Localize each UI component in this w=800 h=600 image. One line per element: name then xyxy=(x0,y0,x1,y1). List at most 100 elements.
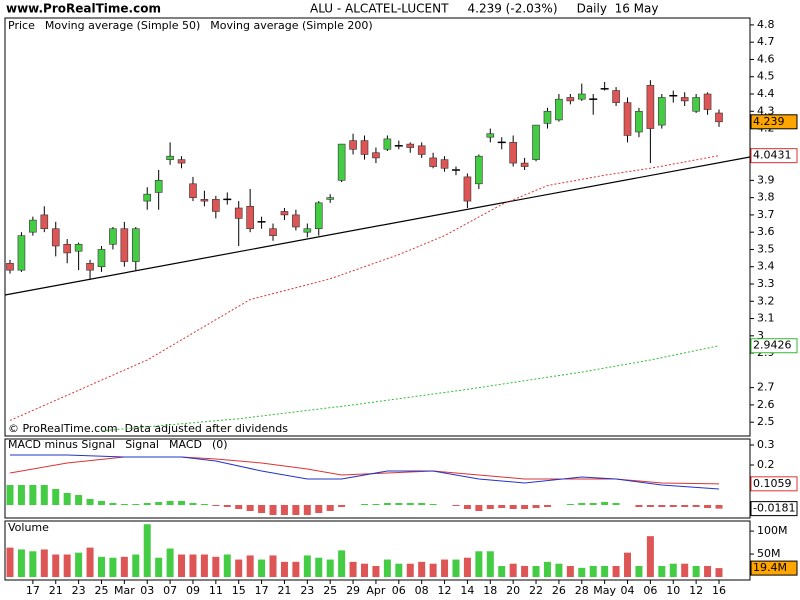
volume-bar xyxy=(566,565,574,577)
candle-body xyxy=(715,112,723,123)
y-tick-label: 3.9 xyxy=(757,173,775,186)
y-tick-label: 4.5 xyxy=(757,70,775,83)
x-tick-label: 16 xyxy=(712,584,726,597)
x-tick-label: 28 xyxy=(575,584,589,597)
histogram-bar xyxy=(383,503,391,505)
ma-value-box xyxy=(750,148,798,164)
candle-body xyxy=(97,249,106,268)
histogram-bar xyxy=(86,499,94,505)
candle-body xyxy=(154,180,163,193)
x-tick-label: 06 xyxy=(643,584,657,597)
volume-bar xyxy=(52,554,60,577)
volume-bar xyxy=(589,565,597,577)
x-tick-label: 18 xyxy=(483,584,497,597)
y-tick-label: 3.6 xyxy=(757,225,775,238)
volume-bar xyxy=(109,557,117,577)
candle-body xyxy=(658,97,666,126)
x-tick-label: 08 xyxy=(415,584,429,597)
histogram-bar xyxy=(498,505,506,508)
y-tick-label: 3.4 xyxy=(757,260,775,273)
candle-body xyxy=(86,262,94,271)
candle-body xyxy=(166,155,174,160)
x-tick-label: Mar xyxy=(114,584,135,597)
volume-bar xyxy=(29,551,37,577)
candle-body xyxy=(337,143,346,181)
x-tick-label: 12 xyxy=(689,584,703,597)
histogram-bar xyxy=(97,501,105,505)
volume-bar xyxy=(498,565,506,577)
x-tick-label: 25 xyxy=(94,584,108,597)
candle-body xyxy=(692,97,700,112)
volume-bar xyxy=(486,551,494,577)
volume-bar xyxy=(97,556,105,577)
histogram-bar xyxy=(715,505,723,509)
candle-body xyxy=(246,205,254,230)
candle-body xyxy=(566,97,575,102)
histogram-bar xyxy=(646,505,654,507)
x-tick-label: 07 xyxy=(163,584,177,597)
volume-bar xyxy=(578,567,586,577)
x-tick-label: 17 xyxy=(255,584,269,597)
volume-bar xyxy=(372,565,380,577)
candle-body xyxy=(177,159,186,164)
candle-body xyxy=(429,157,437,167)
y-tick-label: 3 xyxy=(757,329,764,342)
y-tick-label: 2.5 xyxy=(757,415,775,428)
volume-bar xyxy=(280,561,288,577)
histogram-bar xyxy=(200,504,208,505)
volume-bar xyxy=(17,549,25,577)
volume-bar xyxy=(418,561,426,577)
candle-body xyxy=(623,102,632,136)
x-tick-label: Apr xyxy=(366,584,386,597)
candle-body xyxy=(74,243,83,252)
volume-bar xyxy=(361,563,368,577)
volume-bar xyxy=(235,559,243,577)
candle-body xyxy=(532,124,540,160)
histogram-bar xyxy=(635,505,643,507)
volume-bar xyxy=(143,524,151,577)
histogram-bar xyxy=(372,504,380,505)
candle-body xyxy=(383,138,392,150)
volume-bar xyxy=(692,565,700,577)
histogram-value: -0.0181 xyxy=(753,502,795,515)
x-tick-label: May xyxy=(593,584,616,597)
chart-title: ALU - ALCATEL-LUCENT 4.239 (-2.03%) Dail… xyxy=(310,2,658,16)
candle-body xyxy=(360,140,369,155)
volume-bar xyxy=(212,556,220,577)
volume-bar xyxy=(646,536,654,577)
x-tick-label: 29 xyxy=(346,584,360,597)
y-tick-label: 4.7 xyxy=(757,35,775,48)
x-tick-label: 03 xyxy=(140,584,154,597)
legend-item: (0) xyxy=(212,438,228,451)
volume-bar xyxy=(383,559,391,577)
histogram-bar xyxy=(601,502,609,505)
candle-body xyxy=(612,90,620,103)
x-tick-label: 11 xyxy=(209,584,223,597)
candle-body xyxy=(577,93,586,100)
candle-body xyxy=(349,140,357,150)
macd-panel xyxy=(4,438,751,519)
histogram-bar xyxy=(29,485,37,505)
x-tick-label: 21 xyxy=(49,584,63,597)
x-tick-label: 12 xyxy=(438,584,452,597)
y-tick-label: 3.3 xyxy=(757,277,775,290)
legend-item: Signal xyxy=(125,438,159,451)
candle-body xyxy=(303,228,312,233)
x-tick-label: 04 xyxy=(621,584,635,597)
candle-body xyxy=(555,98,563,121)
last-price-box xyxy=(750,114,798,130)
histogram-bar xyxy=(658,505,666,507)
volume-bar xyxy=(200,554,208,577)
volume-bar xyxy=(669,563,677,577)
volume-bar xyxy=(258,559,266,577)
candle-body xyxy=(314,202,323,230)
histogram-bar xyxy=(486,505,494,509)
histogram-bar xyxy=(258,505,266,513)
candle-body xyxy=(212,199,220,212)
volume-bar xyxy=(635,565,643,577)
candle-body xyxy=(543,110,552,124)
candle-body xyxy=(292,214,300,228)
price-panel xyxy=(4,17,751,437)
histogram-bar xyxy=(269,505,277,515)
candle-body xyxy=(520,162,529,167)
